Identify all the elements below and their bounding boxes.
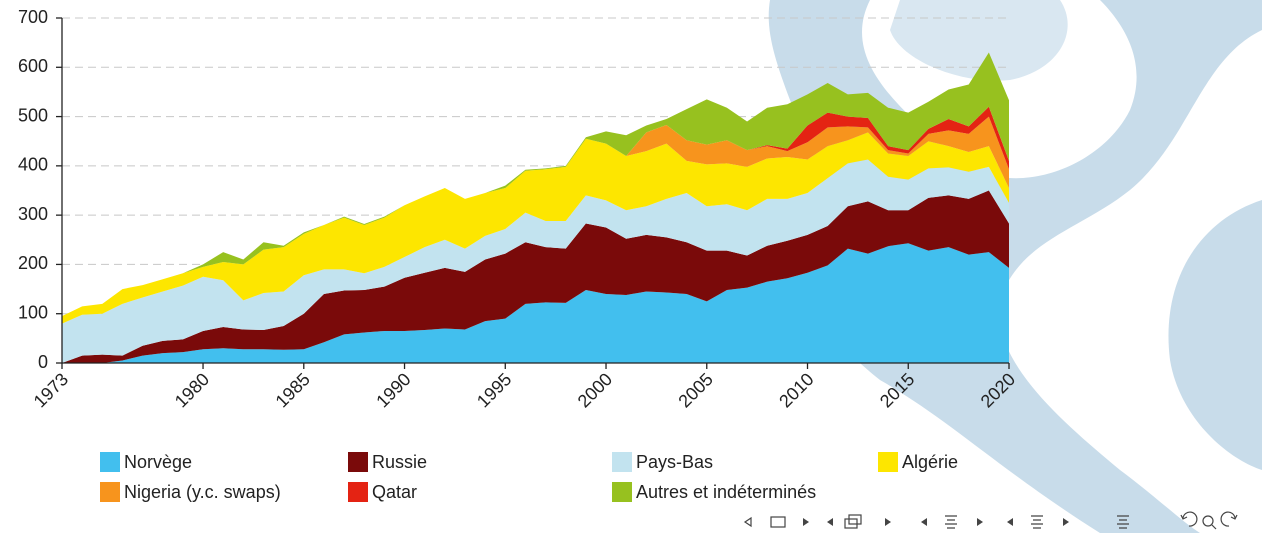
x-tick-label: 2000 (574, 369, 616, 411)
nav-arrow[interactable] (803, 518, 809, 526)
y-tick-label: 200 (18, 253, 48, 273)
nav-arrow[interactable] (885, 518, 891, 526)
legend-swatch (100, 482, 120, 502)
nav-arrow[interactable] (977, 518, 983, 526)
legend-label: Pays-Bas (636, 452, 713, 472)
y-tick-label: 0 (38, 352, 48, 372)
nav-section-icon[interactable] (1031, 515, 1043, 529)
background-shape (1168, 200, 1262, 470)
x-tick-label: 1973 (30, 369, 72, 411)
nav-arrow[interactable] (743, 516, 752, 528)
legend-swatch (348, 482, 368, 502)
x-tick-label: 2010 (775, 369, 817, 411)
legend-swatch (612, 452, 632, 472)
nav-back-icon[interactable] (1180, 511, 1198, 527)
x-tick-label: 2005 (674, 369, 716, 411)
area (62, 159, 1009, 363)
legend-label: Algérie (902, 452, 958, 472)
y-tick-label: 600 (18, 56, 48, 76)
x-tick-label: 1990 (372, 369, 414, 411)
nav-arrow[interactable] (827, 518, 833, 526)
x-tick-label: 1995 (473, 369, 515, 411)
nav-search-icon[interactable] (1211, 524, 1217, 530)
x-tick-label: 1985 (272, 369, 314, 411)
nav-arrow[interactable] (921, 518, 927, 526)
nav-arrow[interactable] (1063, 518, 1069, 526)
nav-section-icon[interactable] (945, 515, 957, 529)
navigation-bar (743, 511, 1238, 530)
area (62, 52, 1009, 317)
nav-search-icon[interactable] (1202, 515, 1214, 527)
legend-swatch (100, 452, 120, 472)
legend-label: Norvège (124, 452, 192, 472)
legend-swatch (612, 482, 632, 502)
y-tick-label: 500 (18, 105, 48, 125)
area (62, 190, 1009, 363)
y-tick-label: 100 (18, 302, 48, 322)
area (62, 132, 1009, 324)
background-shape (890, 0, 1068, 81)
legend-label: Qatar (372, 482, 417, 502)
nav-arrow[interactable] (1007, 518, 1013, 526)
legend-label: Autres et indéterminés (636, 482, 816, 502)
legend-swatch (348, 452, 368, 472)
x-tick-label: 1980 (171, 369, 213, 411)
nav-document-icon[interactable] (1117, 515, 1129, 529)
nav-frame-icon[interactable] (770, 516, 786, 528)
nav-forward-icon[interactable] (1220, 511, 1238, 527)
y-tick-label: 700 (18, 7, 48, 27)
legend-label: Russie (372, 452, 427, 472)
legend-swatch (878, 452, 898, 472)
nav-subsection-icon[interactable] (848, 514, 862, 525)
y-tick-label: 300 (18, 204, 48, 224)
legend-label: Nigeria (y.c. swaps) (124, 482, 281, 502)
y-tick-label: 400 (18, 155, 48, 175)
